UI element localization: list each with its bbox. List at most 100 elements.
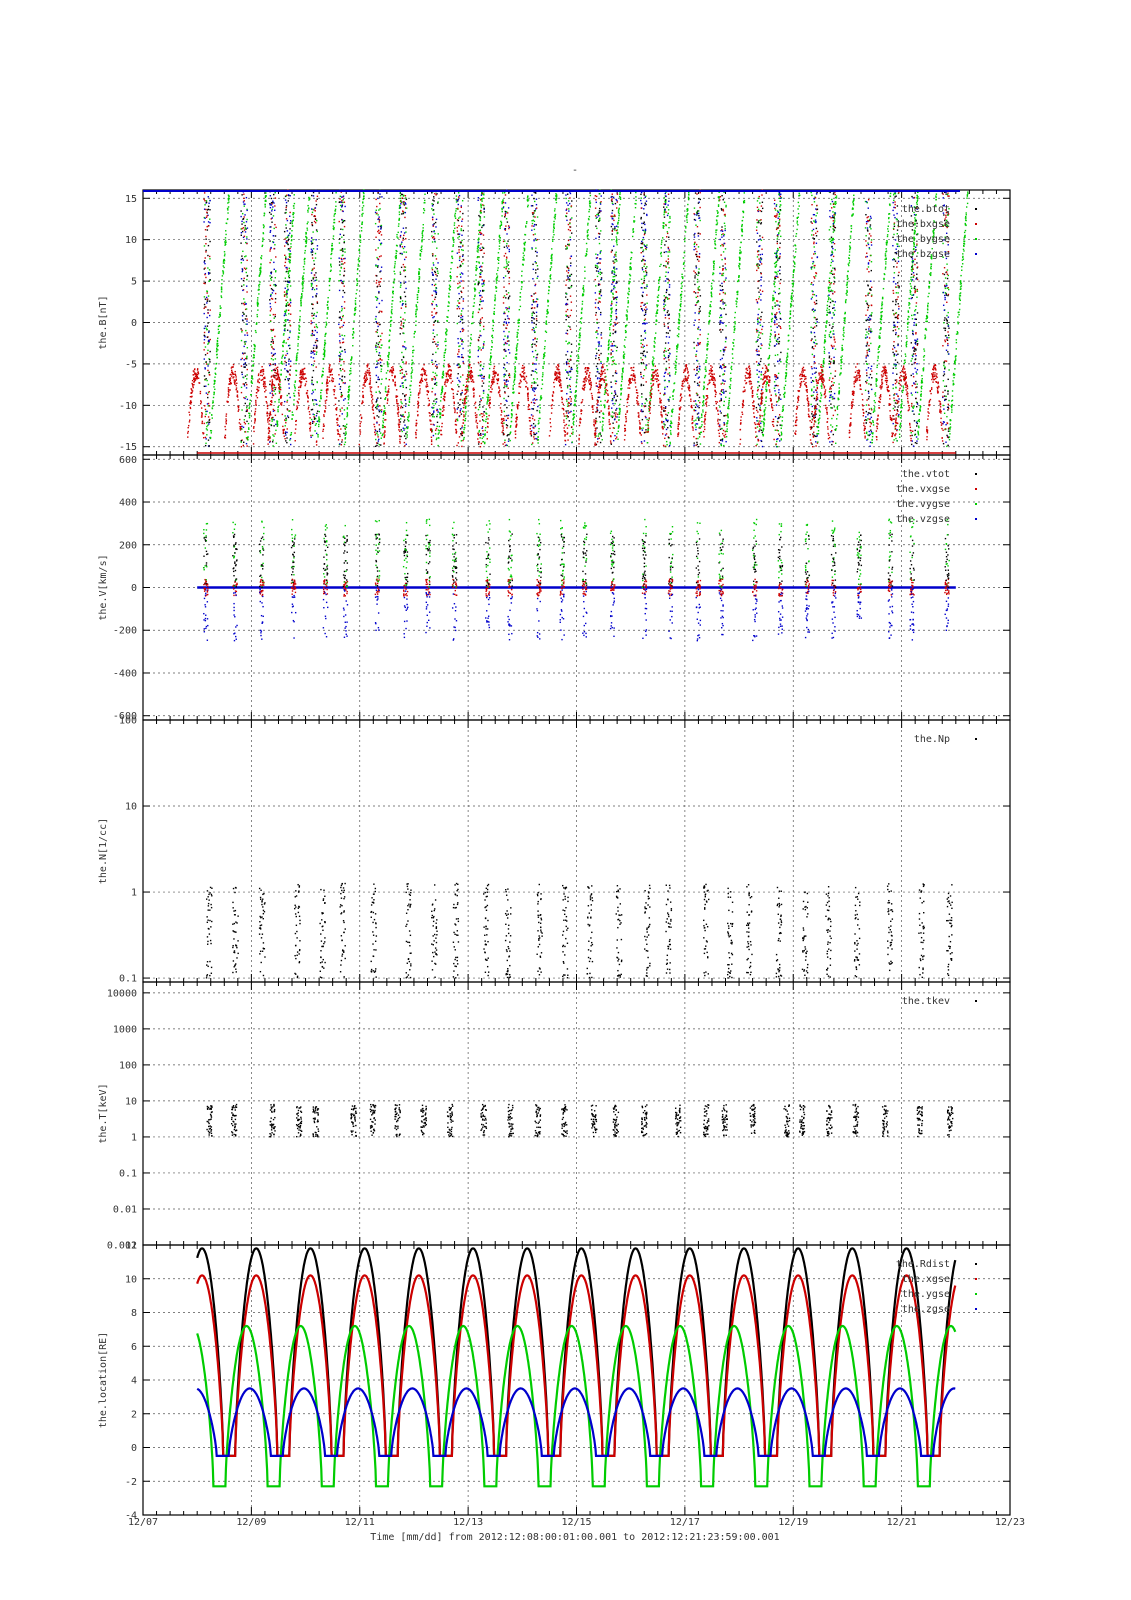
data-point xyxy=(439,400,442,402)
data-point xyxy=(223,259,226,262)
data-point xyxy=(227,390,230,392)
data-point xyxy=(531,387,534,389)
data-point xyxy=(337,430,339,433)
data-point xyxy=(462,307,464,310)
data-point xyxy=(506,308,508,311)
data-point xyxy=(460,434,462,436)
data-point xyxy=(432,274,435,276)
data-point xyxy=(437,429,440,431)
data-point xyxy=(436,247,438,249)
data-point xyxy=(292,219,294,221)
data-point xyxy=(312,296,314,298)
data-point xyxy=(473,302,476,304)
data-point xyxy=(318,423,320,426)
data-point xyxy=(402,427,404,429)
data-point xyxy=(312,351,314,353)
data-point xyxy=(381,424,384,426)
data-point xyxy=(330,248,333,250)
data-point xyxy=(237,399,239,401)
data-point xyxy=(415,313,417,316)
data-point xyxy=(454,227,456,230)
data-point xyxy=(209,358,211,361)
data-point xyxy=(339,198,341,200)
data-point xyxy=(203,268,205,270)
data-point xyxy=(323,425,325,427)
data-point xyxy=(325,383,328,385)
data-point xyxy=(275,226,277,229)
data-point xyxy=(240,210,242,212)
data-point xyxy=(400,322,403,324)
data-point xyxy=(409,388,411,391)
data-point xyxy=(508,374,511,376)
data-point xyxy=(482,368,484,370)
data-point xyxy=(301,292,303,295)
data-point xyxy=(313,416,315,418)
data-point xyxy=(229,373,232,376)
data-point xyxy=(298,398,300,400)
data-point xyxy=(383,411,385,414)
data-point xyxy=(456,418,459,420)
data-point xyxy=(310,334,313,337)
data-point xyxy=(369,381,371,383)
data-point xyxy=(312,347,315,349)
data-point xyxy=(285,376,288,378)
data-point xyxy=(422,367,424,369)
data-point xyxy=(299,325,301,328)
data-point xyxy=(526,221,528,223)
data-point xyxy=(502,296,505,299)
data-point xyxy=(240,391,243,394)
data-point xyxy=(433,200,435,202)
data-point xyxy=(294,387,296,389)
data-point xyxy=(302,275,304,277)
data-point xyxy=(463,414,465,416)
data-point xyxy=(285,237,287,239)
data-point xyxy=(315,345,318,347)
data-point xyxy=(379,225,382,227)
data-point xyxy=(377,325,379,328)
data-point xyxy=(253,350,256,353)
data-point xyxy=(479,276,481,278)
data-point xyxy=(524,242,526,244)
data-point xyxy=(297,349,299,351)
data-point xyxy=(508,261,510,263)
data-point xyxy=(311,334,313,337)
data-point xyxy=(316,293,318,295)
data-point xyxy=(263,376,265,379)
data-point xyxy=(244,334,246,336)
data-point xyxy=(311,392,313,395)
data-point xyxy=(502,276,505,279)
data-point xyxy=(501,202,503,205)
data-point xyxy=(508,307,510,310)
data-point xyxy=(378,239,381,242)
data-point xyxy=(269,380,271,382)
data-point xyxy=(491,380,494,383)
data-point xyxy=(421,231,424,233)
data-point xyxy=(421,374,424,376)
data-point xyxy=(408,415,410,418)
data-point xyxy=(536,398,538,401)
data-point xyxy=(245,285,248,287)
data-point xyxy=(416,301,419,304)
data-point xyxy=(535,387,537,389)
data-point xyxy=(376,408,378,410)
data-point xyxy=(417,414,419,416)
data-point xyxy=(288,249,290,251)
data-point xyxy=(404,394,406,397)
data-point xyxy=(259,281,261,283)
data-point xyxy=(276,372,279,375)
data-point xyxy=(493,365,496,368)
data-point xyxy=(225,413,228,415)
data-point xyxy=(217,328,220,331)
data-point xyxy=(289,443,292,446)
data-point xyxy=(257,309,259,311)
data-point xyxy=(415,424,417,427)
data-point xyxy=(511,415,513,417)
data-point xyxy=(462,254,464,256)
data-point xyxy=(339,359,341,361)
data-point xyxy=(383,442,385,444)
data-point xyxy=(262,232,264,234)
data-point xyxy=(420,246,423,249)
data-point xyxy=(432,203,434,206)
data-point xyxy=(332,389,335,391)
data-point xyxy=(461,315,464,318)
